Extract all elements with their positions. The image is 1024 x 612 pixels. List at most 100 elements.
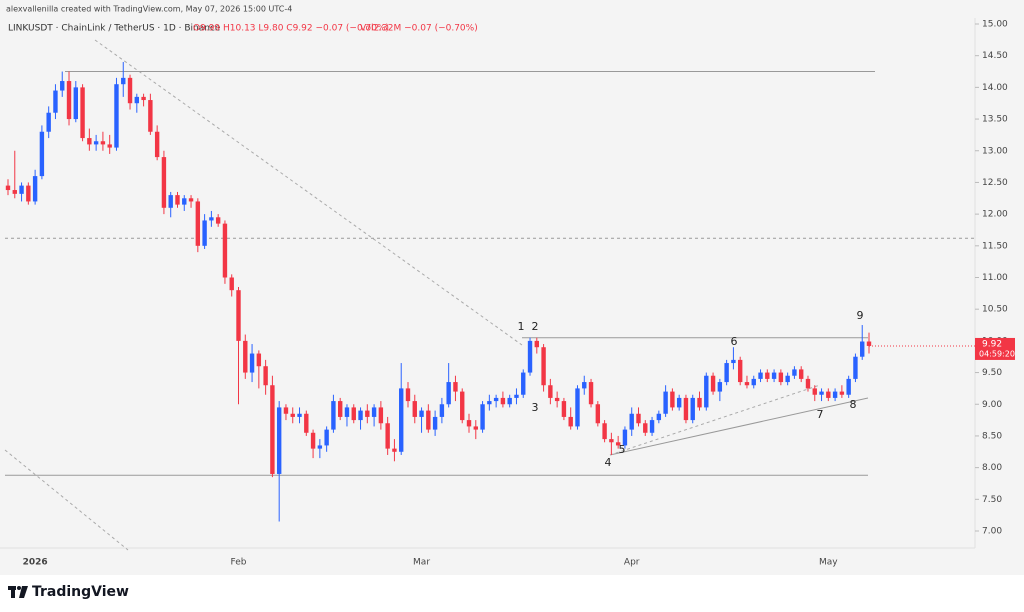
candle-body bbox=[507, 397, 512, 405]
candle-body bbox=[222, 223, 228, 278]
y-tick-label: 11.00 bbox=[982, 273, 1008, 283]
candle-body bbox=[60, 81, 65, 91]
y-tick-label: 10.50 bbox=[982, 305, 1008, 315]
candle-body bbox=[276, 407, 282, 474]
candle-body bbox=[731, 359, 736, 364]
candle-body bbox=[93, 141, 99, 145]
candle-body bbox=[839, 391, 845, 395]
candle-body bbox=[785, 375, 790, 383]
symbol: LINKUSDT · ChainLink / TetherUS · 1D · B… bbox=[8, 24, 221, 34]
y-tick-label: 9.00 bbox=[982, 400, 1002, 410]
candle-body bbox=[602, 423, 607, 440]
candle-body bbox=[575, 388, 580, 427]
candle-body bbox=[419, 410, 424, 417]
candle-body bbox=[554, 397, 560, 402]
y-tick-label: 9.50 bbox=[982, 368, 1002, 378]
candle-body bbox=[73, 87, 78, 120]
candle-body bbox=[297, 413, 302, 417]
candle-body bbox=[405, 388, 411, 402]
candle-body bbox=[26, 185, 31, 202]
candle-body bbox=[154, 131, 160, 158]
candle-body bbox=[446, 382, 451, 405]
candle-body bbox=[365, 410, 370, 417]
logo bbox=[8, 586, 28, 598]
countdown: 04:59:20 bbox=[979, 349, 1015, 358]
candle-body bbox=[12, 190, 17, 194]
candle-body bbox=[256, 353, 262, 367]
x-tick-label: May bbox=[819, 558, 838, 568]
candle-body bbox=[500, 397, 506, 405]
last-price-tag bbox=[975, 337, 1015, 360]
candle-body bbox=[805, 378, 811, 389]
candle-body bbox=[358, 410, 363, 421]
last-price-label: 9.92 bbox=[982, 339, 1002, 349]
candle-body bbox=[324, 429, 329, 446]
candle-body bbox=[19, 185, 24, 194]
candle-body bbox=[337, 401, 343, 417]
candle-body bbox=[134, 96, 140, 104]
candle-body bbox=[453, 382, 458, 392]
candle-body bbox=[290, 413, 295, 417]
candle-body bbox=[778, 372, 784, 383]
candle-body bbox=[215, 217, 221, 224]
candle-body bbox=[202, 220, 207, 246]
logo-mark bbox=[19, 586, 28, 598]
candle-body bbox=[487, 401, 492, 405]
candle-body bbox=[514, 394, 519, 398]
candle-body bbox=[161, 157, 167, 208]
candle-body bbox=[832, 391, 838, 398]
candle-body bbox=[846, 378, 851, 395]
annotation: 2 bbox=[532, 320, 539, 333]
annotation: 9 bbox=[857, 309, 864, 322]
candle-body bbox=[493, 397, 499, 402]
candle-body bbox=[439, 404, 445, 417]
candle-body bbox=[66, 81, 72, 120]
candle-body bbox=[771, 372, 777, 379]
x-tick-label: Mar bbox=[413, 558, 430, 568]
candle-body bbox=[812, 388, 817, 395]
header: alexvallenilla created with TradingView.… bbox=[6, 5, 292, 14]
x-tick-label: 2026 bbox=[23, 558, 48, 568]
x-tick-label: Feb bbox=[231, 558, 247, 568]
candle-body bbox=[853, 356, 858, 379]
candle-body bbox=[561, 401, 567, 417]
y-tick-label: 13.50 bbox=[982, 115, 1008, 125]
candle-body bbox=[860, 341, 865, 357]
candle-body bbox=[717, 382, 723, 392]
candle-body bbox=[792, 369, 797, 376]
candle-body bbox=[609, 439, 614, 443]
x-tick-label: Apr bbox=[624, 558, 640, 568]
candle-body bbox=[724, 363, 729, 383]
candle-body bbox=[249, 353, 255, 373]
y-tick-label: 14.50 bbox=[982, 51, 1008, 61]
candle-body bbox=[710, 375, 716, 392]
candle-body bbox=[826, 391, 831, 398]
candle-body bbox=[663, 391, 668, 414]
candle-body bbox=[765, 372, 770, 379]
legend-values: O9.99 H10.13 L9.80 C9.92 −0.07 (−0.70%) bbox=[193, 24, 389, 34]
candle-body bbox=[697, 397, 702, 408]
candle-body bbox=[412, 401, 417, 417]
candle-body bbox=[100, 141, 106, 145]
candle-body bbox=[751, 378, 756, 386]
candle-body bbox=[534, 340, 540, 348]
candle-body bbox=[548, 385, 553, 398]
volume: Vol2.32M −0.07 (−0.70%) bbox=[360, 24, 478, 34]
annotation: 3 bbox=[532, 401, 539, 414]
annotation: 5 bbox=[619, 443, 626, 456]
candle-body bbox=[188, 198, 194, 202]
candle-body bbox=[5, 185, 11, 191]
candle-body bbox=[378, 407, 384, 424]
candle-body bbox=[480, 404, 485, 430]
candle-body bbox=[263, 366, 268, 386]
candle-body bbox=[270, 385, 275, 474]
support-line bbox=[609, 397, 869, 456]
annotation: 7 bbox=[817, 408, 824, 421]
annotation: 8 bbox=[850, 398, 857, 411]
candle-body bbox=[588, 382, 594, 405]
candle-body bbox=[426, 410, 431, 430]
candle-body bbox=[175, 195, 180, 205]
candle-body bbox=[676, 397, 682, 408]
